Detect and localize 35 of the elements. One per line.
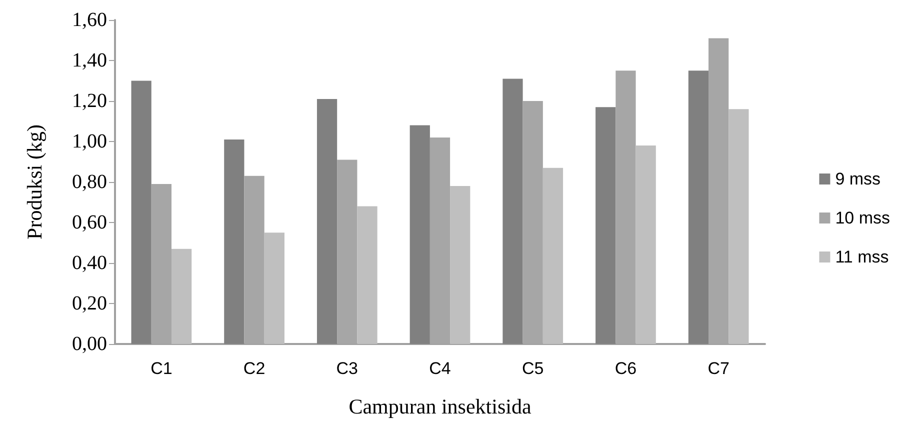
bar [224,139,244,344]
bar [542,168,564,344]
y-tick-label: 0,00 [72,333,107,355]
x-tick-label: C6 [614,359,637,378]
bar [728,109,749,344]
legend-label: 10 mss [835,208,890,228]
x-tick-label: C4 [429,359,451,378]
x-tick-label: C5 [522,359,544,378]
legend-label: 9 mss [835,170,881,188]
bar [357,206,378,344]
y-tick-label: 0,80 [72,171,107,193]
y-tick-label: 1,60 [72,9,107,31]
y-tick-label: 1,00 [72,130,107,152]
y-tick-label: 1,40 [72,50,107,72]
bar [410,125,430,344]
bar [688,70,709,344]
y-tick-label: 1,20 [72,90,107,112]
y-tick-label: 0,20 [72,292,107,314]
x-tick-label: C7 [708,359,730,378]
x-tick-label: C3 [336,359,358,378]
bar [264,232,284,344]
x-tick-label: C2 [243,359,266,378]
bar [502,78,523,344]
x-axis-title: Campuran insektisida [348,394,532,418]
y-tick-label: 0,60 [72,212,107,234]
bar [596,107,616,344]
bar [171,248,192,344]
bar [316,98,338,344]
bar [636,146,656,344]
legend-label: 11 mss [835,248,889,266]
bar [131,80,152,344]
x-tick-label: C1 [150,359,172,378]
y-axis-title: Produksi (kg) [22,124,46,240]
y-tick-label: 0,40 [72,252,107,274]
bar [450,186,470,344]
